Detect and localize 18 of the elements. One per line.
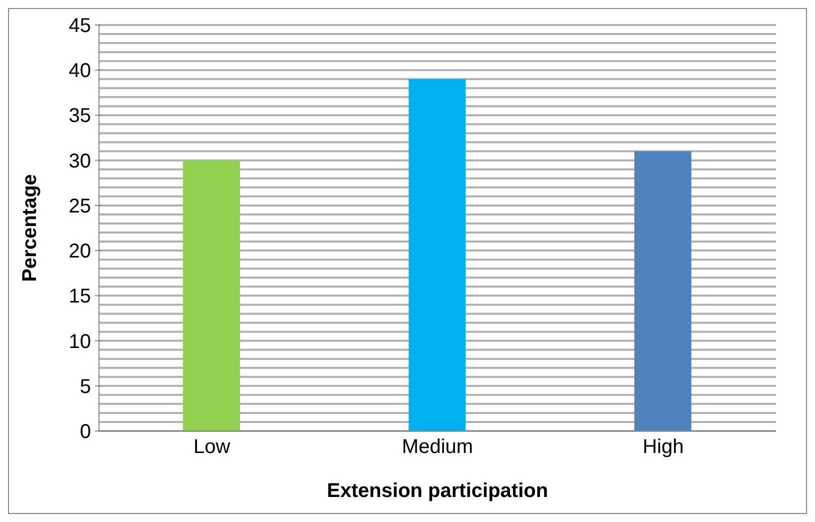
y-tick-label: 35	[68, 105, 91, 128]
y-axis-title: Percentage	[19, 174, 42, 282]
y-tick-label: 0	[80, 421, 91, 443]
y-tick-label: 10	[68, 330, 91, 353]
y-tick-label: 20	[68, 240, 91, 263]
bar	[183, 160, 240, 431]
y-tick-label: 40	[68, 60, 91, 82]
x-tick-label: Medium	[402, 436, 474, 458]
y-tick-label: 5	[80, 376, 91, 398]
x-tick-label: Low	[193, 436, 231, 458]
bar	[634, 151, 692, 431]
y-tick-label: 45	[68, 15, 91, 37]
x-tick-label: High	[642, 436, 684, 458]
y-tick-label: 25	[68, 195, 91, 218]
x-axis-title: Extension participation	[326, 480, 548, 502]
y-tick-label: 15	[68, 286, 91, 308]
y-tick-label: 30	[68, 150, 91, 172]
bar	[408, 79, 466, 431]
